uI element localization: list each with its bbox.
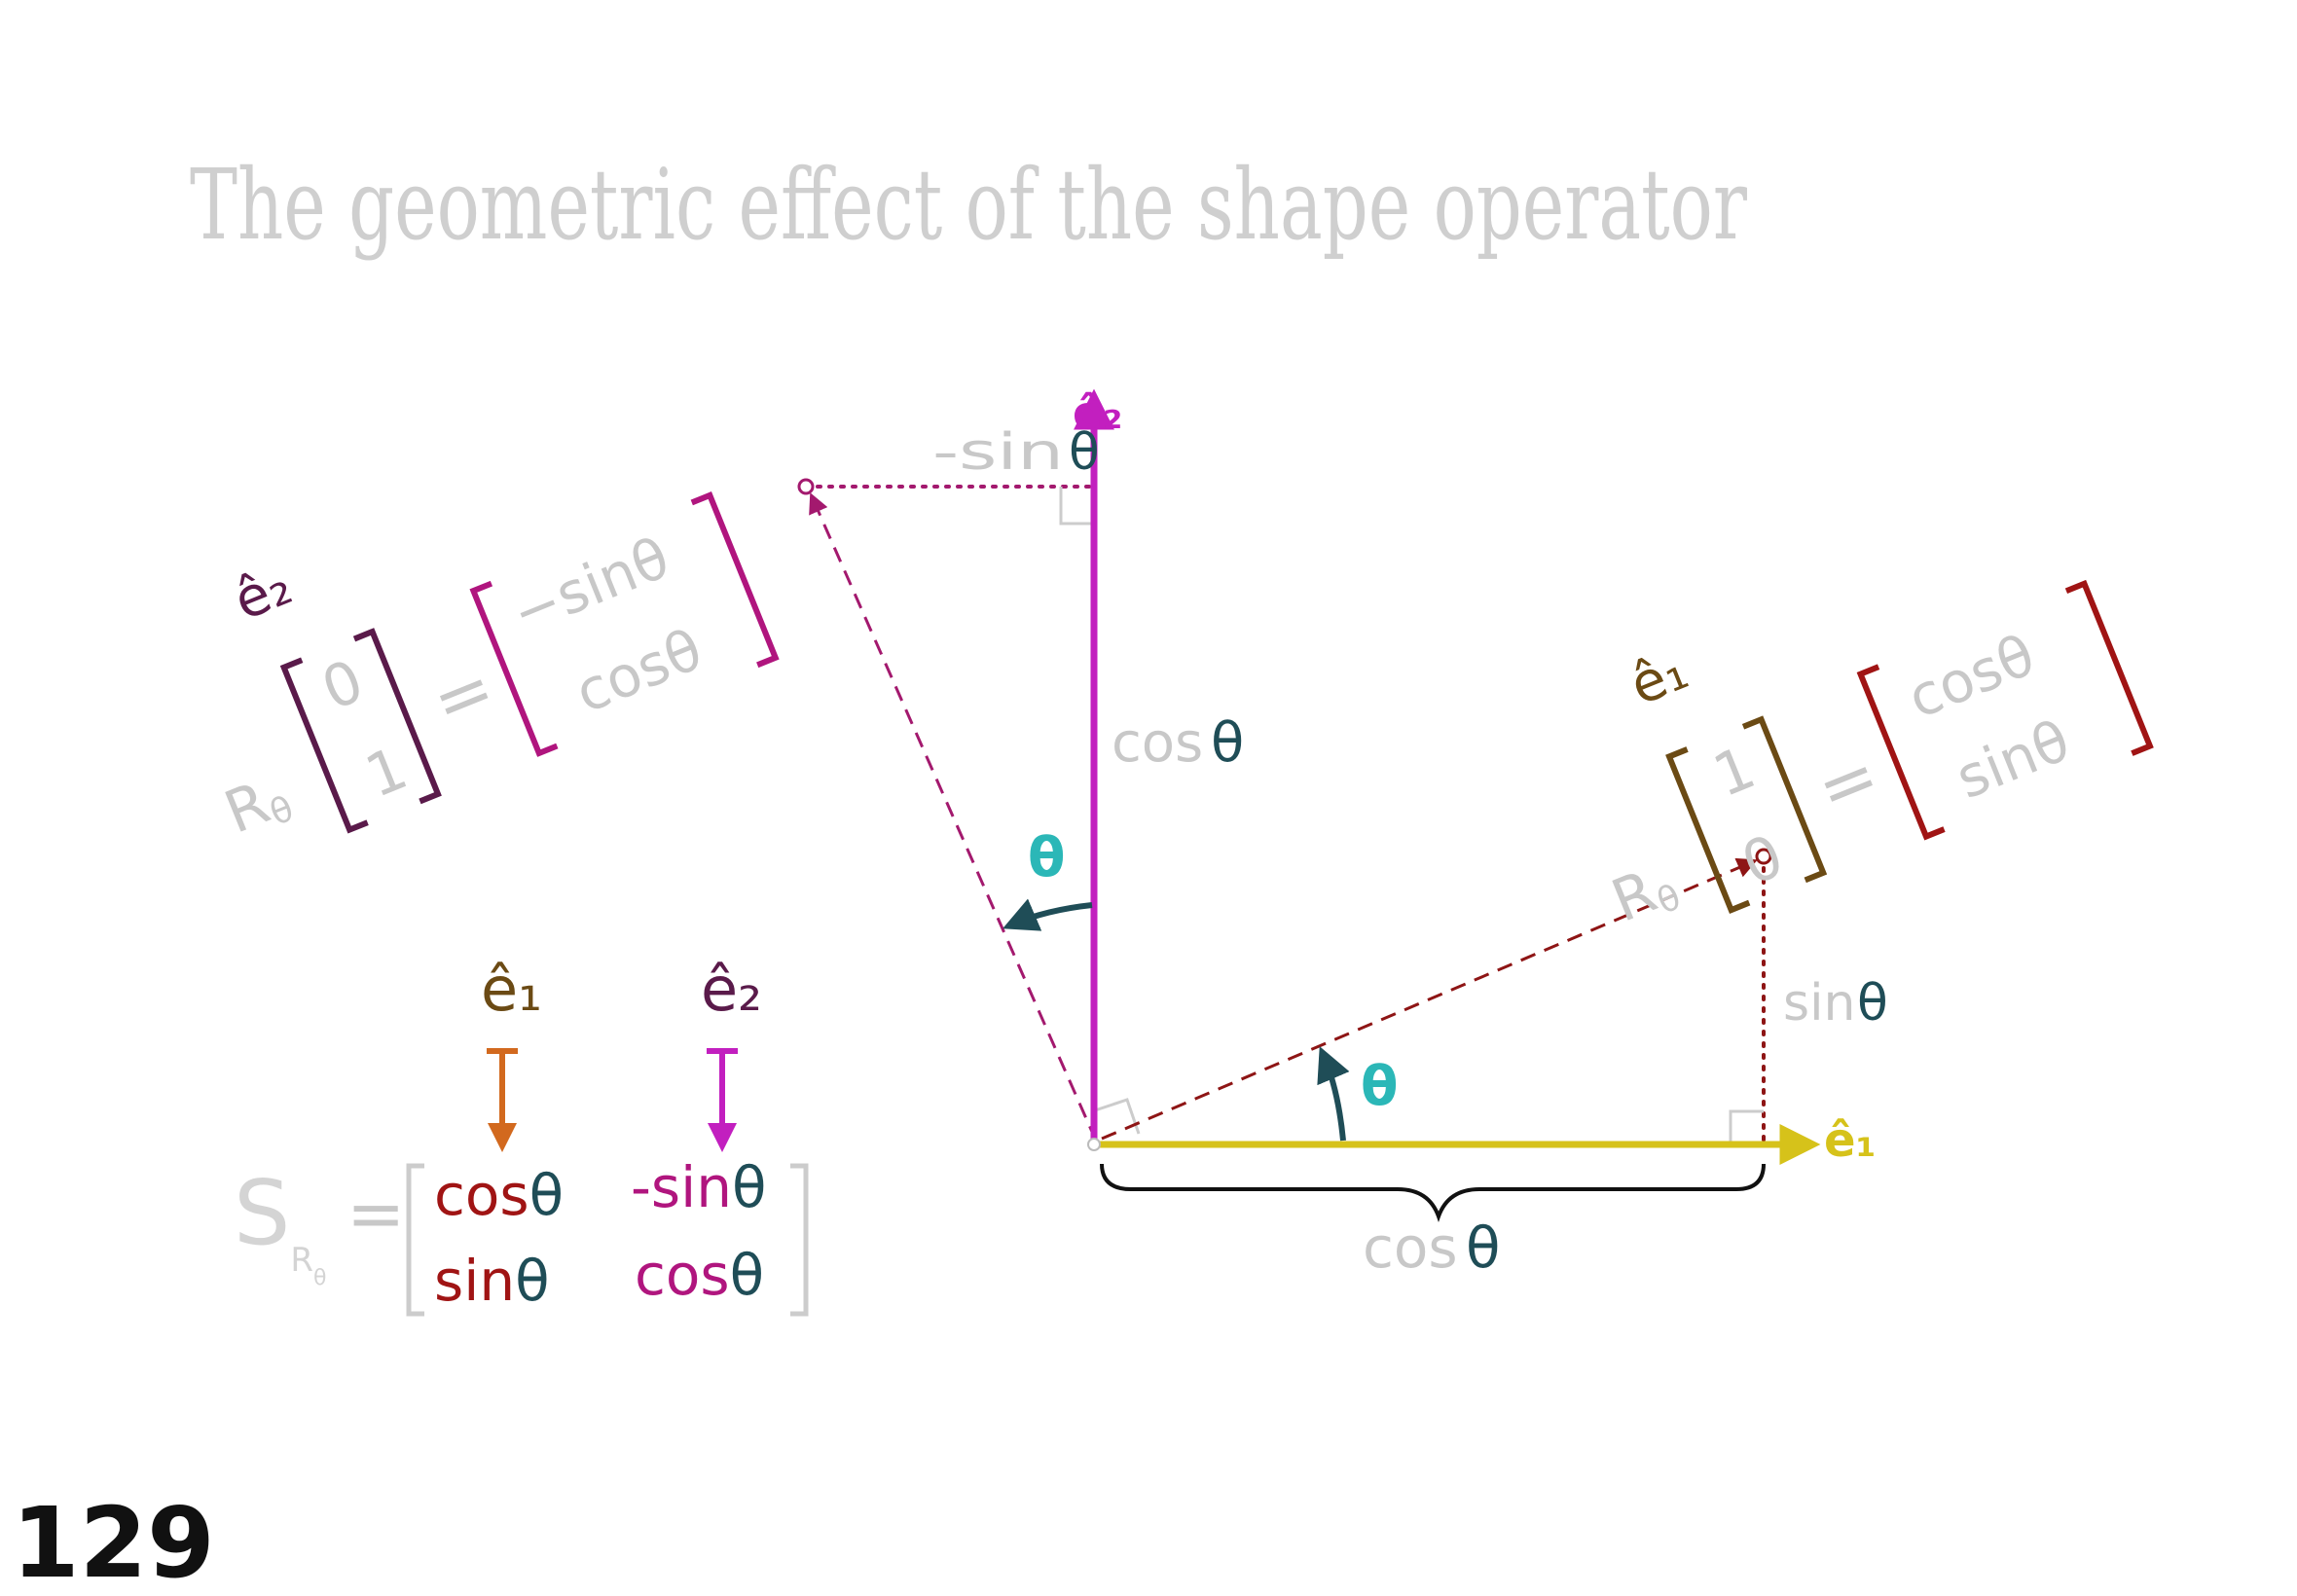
right-eq-input-bracket-left bbox=[1665, 746, 1751, 914]
svg-text:-sin: -sin bbox=[932, 423, 1064, 482]
right-eq-operator: Rθ bbox=[1603, 850, 1687, 938]
svg-text:θ: θ bbox=[1211, 711, 1244, 775]
left-eq-vector-symbol: ê₂ bbox=[226, 554, 301, 634]
left-rotation-equation: ê₂ Rθ 0 1 = −sinθ cosθ bbox=[216, 491, 780, 850]
vertical-projection-label: cos θ bbox=[1112, 711, 1244, 775]
right-eq-equals: = bbox=[1805, 733, 1890, 830]
page-number: 129 bbox=[12, 1486, 215, 1596]
left-eq-output-bracket-left bbox=[469, 580, 559, 757]
left-eq-input-bottom: 1 bbox=[356, 735, 417, 812]
svg-text:θ: θ bbox=[1466, 1215, 1501, 1281]
matrix-r1c2: -sinθ bbox=[631, 1154, 767, 1220]
right-eq-output-bracket-right bbox=[2064, 579, 2154, 756]
right-rotation-equation: ê₁ Rθ 1 0 = cosθ sinθ bbox=[1603, 579, 2154, 938]
e1-axis-label: ê₁ bbox=[1824, 1113, 1877, 1168]
right-angle-mark-top bbox=[1059, 487, 1092, 526]
matrix-r2c2: cosθ bbox=[635, 1242, 764, 1308]
matrix-name: SRθ bbox=[234, 1161, 327, 1290]
shape-operator-matrix: ê₁ ê₂ SRθ = cosθ -sinθ sinθ cosθ bbox=[234, 954, 809, 1317]
matrix-col2-symbol: ê₂ bbox=[701, 954, 762, 1025]
left-eq-output-bracket-right bbox=[690, 491, 780, 669]
svg-text:θ: θ bbox=[1069, 423, 1100, 482]
angle-label-lower: θ bbox=[1361, 1055, 1398, 1118]
origin-point bbox=[1087, 1138, 1101, 1151]
right-eq-vector-symbol: ê₁ bbox=[1622, 638, 1696, 718]
matrix-r2c1: sinθ bbox=[434, 1248, 550, 1314]
matrix-bracket-left bbox=[406, 1163, 424, 1317]
left-eq-equals: = bbox=[420, 646, 505, 744]
right-eq-input-bottom: 0 bbox=[1732, 822, 1793, 899]
left-eq-output-top: −sinθ bbox=[502, 525, 677, 647]
left-eq-input-bracket-left bbox=[279, 657, 369, 834]
rotation-diagram: ê₂ ê₁ θ θ -sin θ cos θ sin θ cos θ bbox=[797, 386, 1888, 1281]
svg-text:cos: cos bbox=[1112, 711, 1203, 775]
angle-label-upper: θ bbox=[1028, 826, 1065, 889]
top-projection-label: -sin θ bbox=[932, 423, 1100, 482]
svg-text:sin: sin bbox=[1783, 974, 1856, 1033]
right-angle-mark-right bbox=[1729, 1109, 1764, 1143]
matrix-r1c1: cosθ bbox=[434, 1162, 564, 1228]
rotated-e1-tip bbox=[1755, 848, 1772, 865]
left-eq-input-top: 0 bbox=[312, 647, 373, 724]
e2-axis-label: ê₂ bbox=[1073, 386, 1122, 439]
svg-text:cos: cos bbox=[1363, 1215, 1458, 1281]
angle-arc-lower bbox=[1317, 1046, 1350, 1142]
rotated-e2-vector bbox=[809, 492, 1098, 1142]
matrix-equals: = bbox=[346, 1173, 405, 1254]
left-eq-input-bracket-right bbox=[352, 628, 442, 805]
right-eq-input-top: 1 bbox=[1704, 734, 1765, 811]
right-angle-mark-origin bbox=[1091, 1098, 1141, 1135]
bottom-brace bbox=[1100, 1163, 1766, 1222]
matrix-col1-symbol: ê₁ bbox=[481, 954, 542, 1025]
rotated-e1-vector bbox=[1101, 857, 1758, 1141]
bottom-brace-label: cos θ bbox=[1363, 1215, 1501, 1281]
svg-text:θ: θ bbox=[1857, 974, 1888, 1033]
right-eq-input-bracket-right bbox=[1741, 715, 1828, 884]
left-eq-output-bottom: cosθ bbox=[566, 616, 711, 726]
left-eq-operator: Rθ bbox=[216, 761, 300, 850]
right-eq-output-top: cosθ bbox=[1899, 622, 2044, 732]
right-eq-output-bracket-left bbox=[1856, 664, 1946, 841]
angle-arc-upper bbox=[1003, 898, 1093, 931]
right-projection-label: sin θ bbox=[1783, 974, 1888, 1033]
rotated-e2-tip bbox=[797, 478, 815, 495]
right-eq-output-bottom: sinθ bbox=[1947, 707, 2078, 812]
page-title: The geometric effect of the shape operat… bbox=[190, 148, 1747, 262]
matrix-bracket-right bbox=[790, 1163, 809, 1317]
